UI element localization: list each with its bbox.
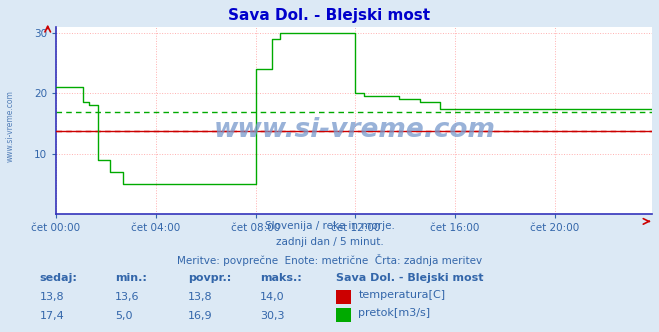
Text: maks.:: maks.: xyxy=(260,273,302,283)
Text: zadnji dan / 5 minut.: zadnji dan / 5 minut. xyxy=(275,237,384,247)
Text: min.:: min.: xyxy=(115,273,147,283)
Text: www.si-vreme.com: www.si-vreme.com xyxy=(214,117,495,143)
Text: 30,3: 30,3 xyxy=(260,311,285,321)
Text: sedaj:: sedaj: xyxy=(40,273,77,283)
Text: Sava Dol. - Blejski most: Sava Dol. - Blejski most xyxy=(229,8,430,23)
Text: Sava Dol. - Blejski most: Sava Dol. - Blejski most xyxy=(336,273,484,283)
Text: 13,6: 13,6 xyxy=(115,292,140,302)
Text: 13,8: 13,8 xyxy=(188,292,212,302)
Text: Slovenija / reke in morje.: Slovenija / reke in morje. xyxy=(264,221,395,231)
Text: 5,0: 5,0 xyxy=(115,311,133,321)
Text: Meritve: povprečne  Enote: metrične  Črta: zadnja meritev: Meritve: povprečne Enote: metrične Črta:… xyxy=(177,254,482,266)
Text: 13,8: 13,8 xyxy=(40,292,64,302)
Text: 14,0: 14,0 xyxy=(260,292,285,302)
Text: temperatura[C]: temperatura[C] xyxy=(358,290,445,300)
Text: www.si-vreme.com: www.si-vreme.com xyxy=(5,90,14,162)
Text: povpr.:: povpr.: xyxy=(188,273,231,283)
Text: 16,9: 16,9 xyxy=(188,311,212,321)
Text: 17,4: 17,4 xyxy=(40,311,65,321)
Text: pretok[m3/s]: pretok[m3/s] xyxy=(358,308,430,318)
